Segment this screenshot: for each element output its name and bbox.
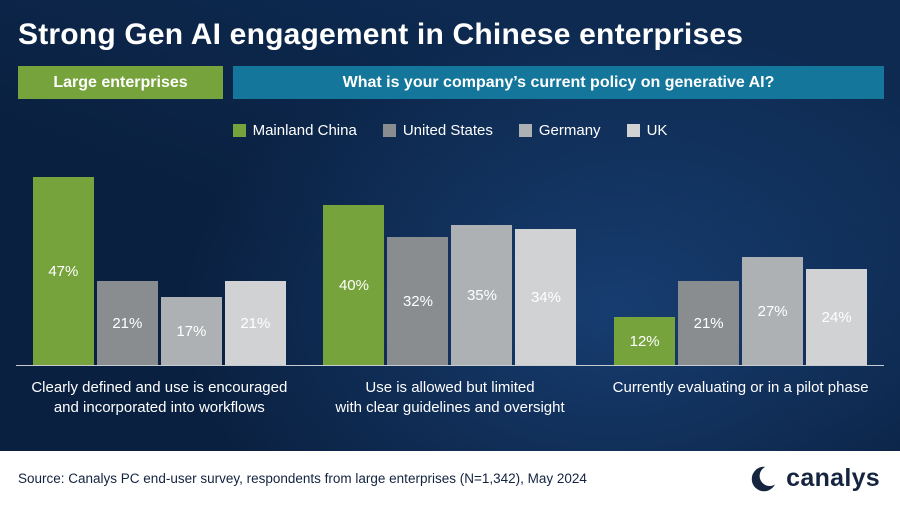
- bar-uk: 34%: [515, 229, 577, 365]
- bar-germany: 35%: [451, 225, 513, 365]
- bar-mainland-china: 40%: [323, 205, 385, 365]
- legend-item-uk: UK: [626, 121, 668, 139]
- bar-group-3: 12% 21% 27% 24% Currently evaluating or in a…: [595, 153, 886, 419]
- legend-swatch: [518, 123, 532, 137]
- bar-value-label: 12%: [629, 332, 660, 350]
- bar-value-label: 21%: [693, 314, 724, 332]
- legend-item-united-states: United States: [382, 121, 493, 139]
- chart-baseline: [16, 365, 884, 366]
- bar-value-label: 34%: [530, 288, 561, 306]
- segment-badge-large-enterprises[interactable]: Large enterprises: [18, 66, 223, 99]
- chart-legend: Mainland China United States Germany UK: [0, 121, 900, 139]
- bar-united-states: 21%: [96, 281, 158, 365]
- bar-germany: 27%: [742, 257, 804, 365]
- bar-value-label: 17%: [176, 322, 207, 340]
- bar-chart: 47% 21% 17% 21% Clearly defined and use is e…: [14, 153, 886, 419]
- question-banner: What is your company’s current policy on…: [233, 66, 884, 99]
- canalys-logo-text: canalys: [786, 464, 880, 492]
- legend-label: Germany: [538, 121, 601, 139]
- legend-item-germany: Germany: [518, 121, 601, 139]
- bar-mainland-china: 47%: [32, 177, 94, 365]
- bar-value-label: 21%: [240, 314, 271, 332]
- bar-value-label: 24%: [821, 308, 852, 326]
- canalys-logo-icon: [751, 466, 777, 491]
- bar-group-2: 40% 32% 35% 34% Use is allowed but limited wi…: [305, 153, 596, 419]
- footer: Source: Canalys PC end-user survey, resp…: [0, 451, 900, 506]
- bar-mainland-china: 12%: [614, 317, 676, 365]
- source-note: Source: Canalys PC end-user survey, resp…: [18, 471, 587, 486]
- page-title: Strong Gen AI engagement in Chinese ente…: [18, 18, 744, 51]
- bar-united-states: 32%: [387, 237, 449, 365]
- bar-value-label: 27%: [757, 302, 788, 320]
- bar-value-label: 35%: [466, 286, 497, 304]
- legend-item-mainland-china: Mainland China: [232, 121, 357, 139]
- category-label: Use is allowed but limited with clear gui…: [335, 379, 565, 417]
- legend-swatch: [382, 123, 396, 137]
- legend-label: Mainland China: [252, 121, 357, 139]
- bar-germany: 17%: [160, 297, 222, 365]
- bar-value-label: 47%: [48, 262, 79, 280]
- bar-value-label: 21%: [112, 314, 143, 332]
- legend-label: UK: [646, 121, 668, 139]
- legend-label: United States: [402, 121, 493, 139]
- bar-value-label: 40%: [338, 276, 369, 294]
- legend-swatch: [626, 123, 640, 137]
- bar-cluster: 12% 21% 27% 24%: [614, 153, 868, 365]
- bar-cluster: 47% 21% 17% 21%: [32, 153, 286, 365]
- category-label: Currently evaluating or in a pilot phase: [612, 379, 869, 396]
- bar-cluster: 40% 32% 35% 34%: [323, 153, 577, 365]
- bar-group-1: 47% 21% 17% 21% Clearly defined and use is e…: [14, 153, 305, 419]
- bar-united-states: 21%: [678, 281, 740, 365]
- legend-swatch: [232, 123, 246, 137]
- bar-uk: 24%: [806, 269, 868, 365]
- bar-uk: 21%: [224, 281, 286, 365]
- category-label: Clearly defined and use is encouraged and…: [31, 379, 288, 417]
- canalys-logo: canalys: [750, 464, 880, 493]
- bar-value-label: 32%: [402, 292, 433, 310]
- header-band: Large enterprises What is your company’s…: [18, 66, 884, 99]
